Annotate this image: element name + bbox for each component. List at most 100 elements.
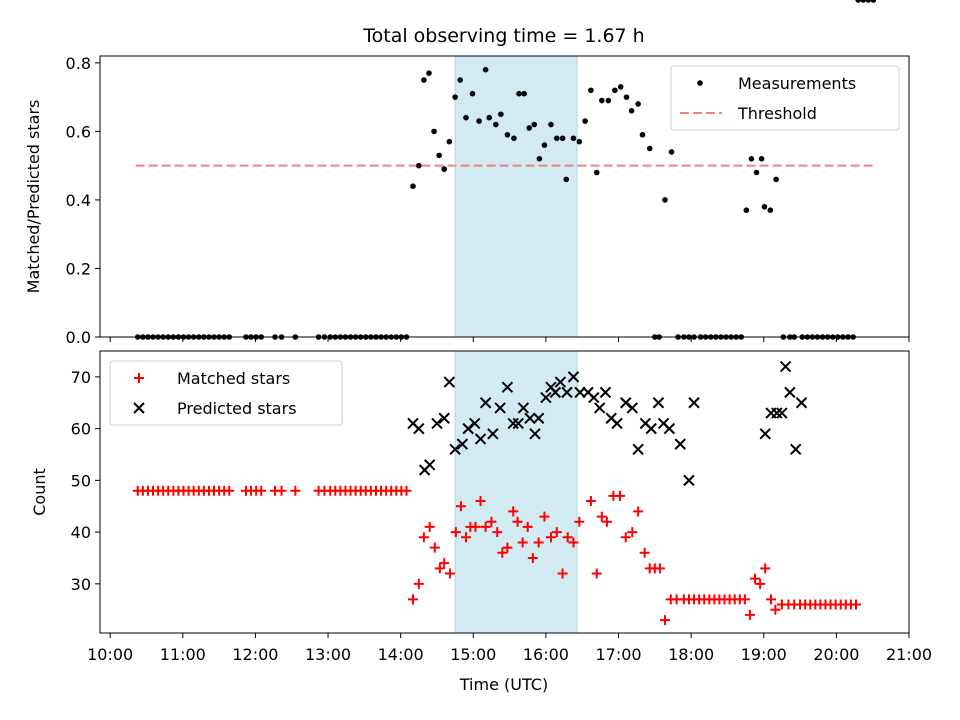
top-y-tick-label: 0.2 <box>66 259 91 278</box>
measurement-point <box>469 90 476 97</box>
top-y-tick-label: 0.4 <box>66 191 91 210</box>
matched-star-point <box>401 485 412 496</box>
predicted-star-point <box>779 360 792 373</box>
predicted-star-point <box>456 438 469 450</box>
bottom-y-tick-label: 70 <box>71 368 91 387</box>
measurement-point <box>582 118 588 124</box>
bottom-y-axis-label: Count <box>30 468 49 516</box>
matched-star-point <box>492 527 503 538</box>
x-tick-label: 13:00 <box>305 645 351 664</box>
measurement-point <box>421 77 427 83</box>
measurement-point <box>612 87 618 94</box>
matched-star-point <box>562 532 573 543</box>
matched-star-point <box>497 547 508 558</box>
measurement-point <box>504 132 511 138</box>
matched-star-point <box>744 609 755 620</box>
measurement-point <box>563 176 570 183</box>
measurement-point <box>617 84 624 90</box>
matched-star-point <box>512 516 523 527</box>
predicted-star-point <box>683 474 695 487</box>
predicted-star-point <box>501 381 514 393</box>
measurement-point <box>431 128 437 135</box>
matched-star-point <box>533 537 544 548</box>
matched-star-point <box>470 521 481 532</box>
legend-label: Measurements <box>738 74 856 93</box>
predicted-star-point <box>759 428 771 440</box>
x-tick-label: 10:00 <box>87 645 133 664</box>
measurement-point <box>646 145 653 152</box>
matched-star-point <box>850 599 861 610</box>
predicted-star-point <box>540 391 552 404</box>
matched-star-point <box>439 558 450 569</box>
measurement-point <box>860 0 867 3</box>
measurement-point <box>498 111 504 118</box>
measurement-point <box>446 138 453 145</box>
measurement-point <box>761 203 768 210</box>
matched-star-point <box>568 537 579 548</box>
measurement-point <box>639 132 646 138</box>
measurement-point <box>416 162 422 169</box>
x-axis-label: Time (UTC) <box>459 675 548 694</box>
matched-star-point <box>585 496 596 507</box>
top-y-tick-label: 0.8 <box>66 54 91 73</box>
chart-title: Total observing time = 1.67 h <box>362 25 644 47</box>
matched-star-point <box>413 578 424 589</box>
measurement-point <box>536 156 543 162</box>
x-tick-label: 16:00 <box>523 645 569 664</box>
predicted-star-point <box>529 428 541 440</box>
predicted-star-point <box>423 459 436 471</box>
predicted-star-point <box>674 438 686 450</box>
measurement-point <box>743 207 750 214</box>
measurement-point <box>463 114 469 121</box>
bottom-y-tick-label: 60 <box>71 420 91 439</box>
matched-star-point <box>517 537 528 548</box>
x-tick-label: 14:00 <box>378 645 424 664</box>
bottom-y-tick-label: 30 <box>71 575 91 594</box>
matched-star-point <box>455 501 466 512</box>
matched-star-point <box>276 485 287 496</box>
matched-star-point <box>760 563 771 574</box>
x-tick-label: 18:00 <box>668 645 714 664</box>
predicted-star-point <box>487 428 499 440</box>
matched-star-point <box>434 563 445 574</box>
x-tick-label: 12:00 <box>232 645 278 664</box>
measurement-point <box>599 97 605 104</box>
measurement-point <box>548 121 554 128</box>
measurement-point <box>593 169 600 176</box>
matched-star-point <box>522 521 533 532</box>
top-y-axis-label: Matched/Predicted stars <box>24 100 43 294</box>
predicted-star-point <box>479 397 492 409</box>
matched-star-point <box>627 527 638 538</box>
matched-star-point <box>539 511 550 522</box>
matched-star-point <box>633 506 644 517</box>
bottom-panel: 30 40 50 60 70 10:00 11:00 12:00 13:00 14:00 15:00… <box>30 351 932 664</box>
predicted-star-point <box>784 386 796 399</box>
bottom-series-x <box>407 360 808 487</box>
bottom-legend: Matched stars Predicted stars <box>109 360 343 426</box>
measurement-point <box>576 138 583 145</box>
legend-box <box>109 360 343 426</box>
top-axes-frame <box>99 55 910 338</box>
measurement-point <box>588 87 594 94</box>
predicted-star-point <box>795 397 808 409</box>
predicted-star-point <box>561 386 573 399</box>
matched-star-point <box>475 496 486 507</box>
predicted-star-point <box>663 422 676 435</box>
matched-star-point <box>450 527 461 538</box>
measurement-point <box>441 166 448 172</box>
predicted-star-point <box>431 417 443 430</box>
matched-star-point <box>256 485 267 496</box>
legend-label: Threshold <box>737 104 817 123</box>
legend-marker-plus <box>134 373 144 383</box>
measurement-point <box>476 118 482 124</box>
predicted-star-point <box>517 402 530 414</box>
predicted-star-point <box>790 443 802 456</box>
matched-star-point <box>527 552 538 563</box>
predicted-star-point <box>626 402 639 414</box>
predicted-star-point <box>776 407 788 419</box>
measurement-point <box>426 70 432 76</box>
top-y-tick-label: 0.6 <box>66 122 91 141</box>
measurement-point <box>668 149 675 155</box>
measurement-point <box>492 121 499 128</box>
x-tick-label: 20:00 <box>813 645 859 664</box>
